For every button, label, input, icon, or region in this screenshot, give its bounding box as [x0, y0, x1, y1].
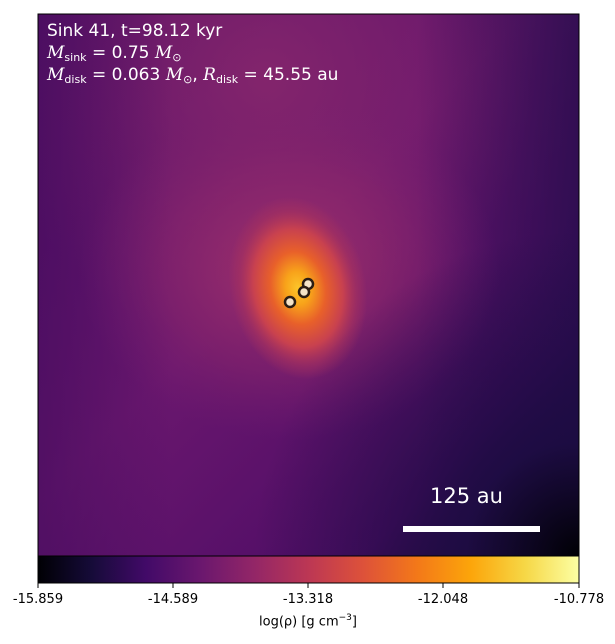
sink-marker	[297, 285, 311, 299]
scale-bar	[403, 526, 540, 532]
colorbar-tick-label: -15.859	[12, 592, 64, 607]
rdisk-value: = 45.55 au	[243, 65, 339, 85]
rdisk-subscript: disk	[215, 73, 239, 86]
mdisk-unit-subscript: ⊙	[183, 73, 193, 86]
colorbar-tick-label: -13.318	[282, 592, 334, 607]
disk-line: Mdisk = 0.063 M⊙, Rdisk = 45.55 au	[47, 65, 339, 86]
colorbar-label-suffix: ]	[351, 614, 357, 630]
mdisk-subscript: disk	[64, 73, 87, 86]
density-map	[38, 14, 579, 556]
msink-unit: M	[154, 43, 173, 63]
colorbar-label-exponent: −3	[338, 613, 352, 623]
sink-mass-line: Msink = 0.75 M⊙	[47, 43, 182, 68]
sink-marker	[283, 295, 297, 309]
msink-subscript: sink	[64, 51, 87, 64]
colorbar-tick-label: -10.778	[553, 592, 605, 607]
mdisk-value: = 0.063	[91, 65, 161, 85]
msink-symbol: M	[47, 43, 65, 63]
colorbar-label-prefix: log(ρ) [g cm	[259, 614, 339, 630]
colorbar	[37, 555, 580, 588]
sink-title: Sink 41, t=98.12 kyr	[47, 21, 223, 41]
colorbar-tick-label: -12.048	[417, 592, 469, 607]
sink-markers	[283, 277, 315, 309]
msink-unit-subscript: ⊙	[172, 51, 182, 64]
colorbar-tick-label: -14.589	[147, 592, 199, 607]
rdisk-symbol: R	[203, 65, 216, 85]
msink-value: = 0.75	[91, 43, 150, 63]
mdisk-unit: M	[165, 65, 184, 85]
colorbar-label: log(ρ) [g cm−3]	[259, 613, 357, 629]
scale-bar-label: 125 au	[430, 484, 503, 508]
mdisk-symbol: M	[47, 65, 65, 85]
